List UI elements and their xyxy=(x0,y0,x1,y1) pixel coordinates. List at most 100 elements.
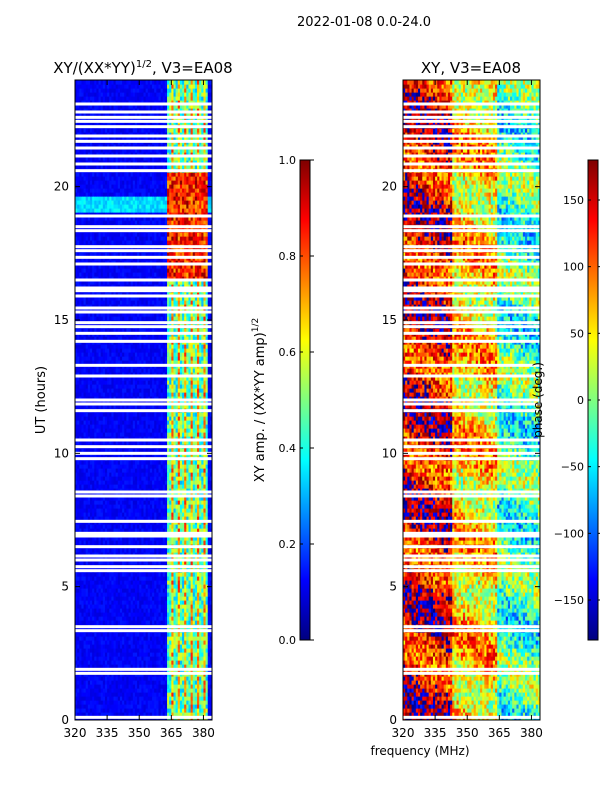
amplitude-cell xyxy=(199,592,202,597)
amplitude-cell xyxy=(119,548,123,553)
amplitude-cell xyxy=(145,696,149,701)
amplitude-cell xyxy=(92,472,95,477)
amplitude-cell xyxy=(119,556,123,561)
amplitude-cell xyxy=(83,704,87,709)
amplitude-cell xyxy=(205,552,209,557)
amplitude-cell xyxy=(100,636,104,641)
amplitude-cell xyxy=(126,448,130,453)
amplitude-cell xyxy=(175,472,179,477)
amplitude-cell xyxy=(175,640,179,645)
amplitude-cell xyxy=(164,652,168,657)
amplitude-cell xyxy=(203,712,207,717)
amplitude-cell xyxy=(128,552,132,557)
amplitude-cell xyxy=(83,440,87,445)
amplitude-cell xyxy=(186,684,190,689)
amplitude-cell xyxy=(109,576,112,581)
amplitude-cell xyxy=(154,640,157,645)
amplitude-cell xyxy=(154,440,157,445)
amplitude-cell xyxy=(111,684,115,689)
amplitude-cell xyxy=(117,644,121,649)
amplitude-cell xyxy=(209,664,212,669)
amplitude-cell xyxy=(113,616,117,621)
amplitude-cell xyxy=(98,480,102,485)
amplitude-cell xyxy=(85,572,89,577)
amplitude-cell xyxy=(126,700,130,705)
amplitude-cell xyxy=(100,608,104,613)
amplitude-cell xyxy=(182,688,185,693)
amplitude-cell xyxy=(92,508,95,513)
amplitude-cell xyxy=(205,540,209,545)
amplitude-cell xyxy=(149,644,153,649)
amplitude-cell xyxy=(115,556,119,561)
amplitude-cell xyxy=(179,604,183,609)
amplitude-cell xyxy=(209,428,212,433)
amplitude-cell xyxy=(130,560,134,565)
amplitude-cell xyxy=(83,708,87,713)
amplitude-cell xyxy=(87,416,91,421)
amplitude-cell xyxy=(107,688,110,693)
amplitude-cell xyxy=(175,572,179,577)
amplitude-cell xyxy=(102,708,106,713)
amplitude-cell xyxy=(98,616,102,621)
amplitude-cell xyxy=(134,620,138,625)
amplitude-cell xyxy=(203,476,207,481)
amplitude-cell xyxy=(81,592,85,597)
amplitude-cell xyxy=(169,508,172,513)
amplitude-cell xyxy=(177,508,181,513)
amplitude-cell xyxy=(201,492,205,497)
amplitude-cell xyxy=(115,576,119,581)
amplitude-cell xyxy=(115,416,119,421)
amplitude-cell xyxy=(81,636,85,641)
amplitude-cell xyxy=(104,684,108,689)
amplitude-cell xyxy=(141,460,145,465)
amplitude-cell xyxy=(188,704,192,709)
amplitude-cell xyxy=(201,604,205,609)
amplitude-cell xyxy=(162,712,166,717)
amplitude-cell xyxy=(89,580,93,585)
amplitude-cell xyxy=(87,484,91,489)
amplitude-cell xyxy=(137,420,140,425)
amplitude-cell xyxy=(162,708,166,713)
amplitude-cell xyxy=(152,596,155,601)
amplitude-cell xyxy=(94,472,98,477)
amplitude-cell xyxy=(109,600,112,605)
amplitude-cell xyxy=(188,448,192,453)
amplitude-cell xyxy=(122,540,125,545)
amplitude-cell xyxy=(141,516,145,521)
amplitude-cell xyxy=(192,560,196,565)
amplitude-cell xyxy=(137,656,140,661)
amplitude-cell xyxy=(205,596,209,601)
amplitude-cell xyxy=(122,588,125,593)
amplitude-cell xyxy=(117,476,121,481)
amplitude-cell xyxy=(122,708,125,713)
amplitude-cell xyxy=(207,712,211,717)
amplitude-cell xyxy=(94,640,98,645)
amplitude-cell xyxy=(171,436,175,441)
amplitude-cell xyxy=(145,556,149,561)
amplitude-cell xyxy=(119,484,123,489)
amplitude-cell xyxy=(209,420,212,425)
amplitude-cell xyxy=(186,576,190,581)
amplitude-cell xyxy=(87,572,91,577)
amplitude-cell xyxy=(96,656,100,661)
amplitude-cell xyxy=(132,560,136,565)
amplitude-cell xyxy=(147,476,151,481)
amplitude-cell xyxy=(199,616,202,621)
amplitude-cell xyxy=(130,592,134,597)
amplitude-cell xyxy=(190,592,194,597)
amplitude-cell xyxy=(102,696,106,701)
amplitude-cell xyxy=(94,708,98,713)
amplitude-cell xyxy=(141,652,145,657)
amplitude-cell xyxy=(104,592,108,597)
amplitude-cell xyxy=(143,696,147,701)
amplitude-cell xyxy=(85,504,89,509)
amplitude-cell xyxy=(137,476,140,481)
amplitude-cell xyxy=(179,656,183,661)
amplitude-cell xyxy=(201,620,205,625)
amplitude-cell xyxy=(162,664,166,669)
amplitude-cell xyxy=(197,428,200,433)
amplitude-cell xyxy=(205,432,209,437)
amplitude-cell xyxy=(184,636,187,641)
amplitude-cell xyxy=(128,656,132,661)
amplitude-cell xyxy=(171,620,175,625)
